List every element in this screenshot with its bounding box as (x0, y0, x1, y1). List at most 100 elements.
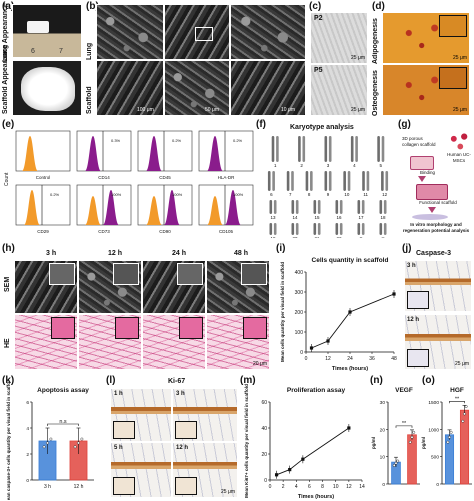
flow-histogram: 0.2% CD29 (15, 184, 71, 234)
functional-caption: Functional scaffold (419, 200, 457, 205)
flow-cytometry-grid: Control 0.3% CD14 0.2% CD45 0.2% HLA-DR 0.2% CD2… (12, 128, 256, 236)
x-tick-label: 48 (391, 356, 397, 362)
zoom-inset (439, 15, 467, 37)
gate-percent: 0.2% (172, 138, 182, 143)
sem-lung-3 (230, 4, 306, 60)
osteogenesis-stain: 25 μm (382, 64, 470, 116)
y-tick-label: 1000 (428, 427, 439, 433)
data-dot (80, 437, 84, 441)
chromosome (295, 223, 299, 235)
marker-label: CD73 (98, 229, 110, 234)
zoom-inset (113, 477, 135, 495)
histogram-peak (146, 136, 162, 171)
category-label: 12 h (74, 484, 84, 490)
chromosome (328, 171, 332, 191)
series-line (311, 293, 395, 349)
sem-scaffold-3: 10 μm (230, 60, 306, 116)
dish-icon (412, 214, 448, 220)
panel-label-l: (l) (106, 375, 116, 386)
data-dot (461, 419, 465, 423)
chromosome (302, 136, 306, 162)
y-axis-label: Mean caspase-3+ cells quantity per visua… (6, 382, 11, 500)
x-tick-label: 14 (359, 484, 365, 490)
zoom-box (195, 27, 213, 41)
scale-bar: 25 μm (351, 107, 365, 113)
scale-bar: 10 μm (281, 107, 295, 113)
histogram-peak (22, 136, 38, 171)
chromosome (361, 200, 365, 214)
panel-label-h: (h) (2, 243, 15, 254)
data-dot (42, 445, 46, 449)
row-label-sem: SEM (4, 276, 11, 292)
y-tick-label: 40 (261, 426, 267, 432)
plot-frame (137, 130, 193, 172)
chromosome-number: 22 (336, 236, 342, 238)
panel-label-g: (g) (398, 119, 411, 130)
row-label-scaffold: Scaffold (86, 86, 93, 114)
chromosome-number: 19 (270, 236, 276, 238)
sem-12h (78, 260, 142, 314)
panel-label-d: (d) (372, 1, 385, 12)
caspase-title: Caspase-3 (416, 250, 452, 257)
histogram-peak (85, 136, 101, 171)
panel-label-i: (i) (276, 243, 286, 254)
sem-3h (14, 260, 78, 314)
marker-label: CD90 (159, 229, 171, 234)
scale-bar: 25 μm (351, 55, 365, 61)
y-tick-label: 1500 (428, 400, 439, 406)
chromosome-number: 8 (308, 192, 311, 197)
chromosome (317, 223, 321, 235)
microscopy-p5: P5 25 μm (310, 64, 368, 116)
chromosome-number: 1 (274, 163, 277, 168)
chart-title: Cells quantity in scaffold (312, 257, 389, 264)
chromosome (317, 200, 321, 214)
cells-caption: Human UC-MSCs (447, 152, 471, 163)
scaffold-caption: 3D porous collagen scaffold (402, 136, 436, 147)
ki67-3h: 3 h (172, 388, 238, 442)
passage-label: P5 (314, 67, 323, 74)
y-tick-label: 10 (380, 455, 386, 461)
chromosome (383, 200, 387, 214)
flow-histogram: 0.2% HLA-DR (198, 130, 254, 180)
marker-label: CD105 (219, 229, 234, 234)
chromosome (379, 200, 383, 214)
gate-percent: 100% (111, 192, 122, 197)
y-tick-label: 0 (26, 478, 29, 484)
functional-scaffold-icon (416, 184, 448, 200)
significance-bracket (47, 423, 79, 426)
scale-bar: 50 μm (205, 107, 219, 113)
zoom-inset (179, 317, 203, 339)
y-tick-label: 0 (382, 482, 385, 488)
chromosome-number: 9 (327, 192, 330, 197)
chromosome (269, 223, 273, 235)
chromosome (273, 200, 277, 214)
x-axis-label: Times (hours) (332, 366, 368, 372)
time-label: 5 h (114, 445, 123, 451)
chromosome (272, 171, 275, 191)
y-tick-label: 0 (436, 482, 439, 488)
chromosome (273, 223, 277, 235)
sem-lung-1 (96, 4, 164, 60)
zoom-inset (175, 421, 197, 439)
chromosome (269, 200, 273, 214)
data-dot (463, 412, 466, 416)
chromosome (267, 171, 271, 191)
y-tick-label: 200 (295, 310, 304, 316)
significance-bracket (449, 400, 465, 404)
data-dot (446, 440, 450, 444)
plot-frame (15, 184, 71, 226)
chromosome-number: 21 (314, 236, 320, 238)
significance-label: ** (455, 396, 460, 402)
significance-bracket (395, 425, 413, 428)
chromosome (339, 200, 343, 214)
chromosome (328, 136, 332, 162)
gate-percent: 0.2% (233, 138, 243, 143)
scaffold-photo-top: 6 7 (12, 4, 82, 58)
karyotype-grid: 12345678910111213141516171819202122XY (262, 134, 394, 238)
chromosome-number: 7 (289, 192, 292, 197)
time-label: 24 h (172, 250, 187, 257)
chromosome-number: 6 (270, 192, 273, 197)
scale-bar: 25 μm (453, 107, 467, 113)
scaffold-sample (27, 21, 49, 33)
zoom-inset (241, 263, 267, 285)
